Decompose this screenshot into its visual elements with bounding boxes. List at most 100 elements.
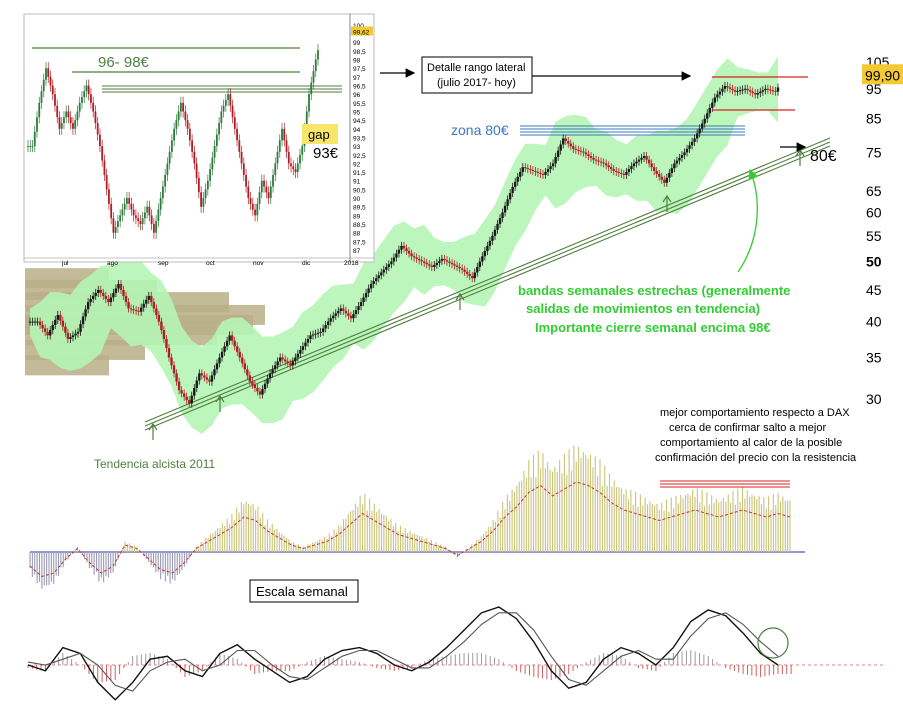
candle-body bbox=[155, 308, 158, 315]
rs-average bbox=[29, 481, 791, 578]
price-tick: 40 bbox=[866, 314, 882, 330]
inset-body bbox=[119, 215, 122, 222]
candle-body bbox=[508, 193, 512, 200]
inset-price-tick: 89 bbox=[353, 213, 361, 220]
inset-body bbox=[94, 111, 97, 124]
inset-body bbox=[146, 206, 149, 213]
candle-body bbox=[695, 133, 699, 139]
inset-price-tick: 92 bbox=[353, 161, 361, 168]
zona-label: zona 80€ bbox=[451, 122, 509, 138]
inset-body bbox=[141, 218, 144, 225]
candle-body bbox=[390, 261, 393, 265]
candle-body bbox=[334, 313, 337, 316]
candle-body bbox=[579, 150, 583, 152]
candle-body bbox=[417, 258, 421, 261]
inset-price-tick: 88,5 bbox=[353, 222, 366, 229]
bands-line2: salidas de movimientos en tendencia) bbox=[526, 301, 760, 316]
candle-body bbox=[723, 85, 727, 89]
candle-body bbox=[428, 264, 431, 266]
inset-price-tick: 87,5 bbox=[353, 239, 366, 246]
inset-body bbox=[33, 131, 36, 147]
candle-body bbox=[364, 292, 368, 298]
candle-body bbox=[109, 297, 113, 303]
trend-label: Tendencia alcista 2011 bbox=[94, 457, 216, 471]
inset-body bbox=[258, 192, 261, 204]
inset-body bbox=[54, 94, 56, 106]
candle-body bbox=[680, 155, 684, 158]
inset-body bbox=[40, 91, 43, 103]
inset-time-tick: nov bbox=[253, 260, 264, 267]
inset-body bbox=[287, 151, 290, 164]
candle-body bbox=[99, 289, 102, 293]
candle-body bbox=[728, 87, 732, 89]
candle-body bbox=[774, 90, 777, 92]
inset-body bbox=[72, 123, 74, 129]
inset-body bbox=[211, 157, 214, 170]
candle-body bbox=[382, 269, 385, 273]
inset-body bbox=[179, 102, 182, 112]
candle-body bbox=[496, 223, 499, 230]
candle-body bbox=[324, 324, 327, 329]
candle-body bbox=[205, 377, 209, 380]
candle-body bbox=[89, 299, 92, 303]
inset-price-tick: 91,5 bbox=[353, 170, 366, 177]
candle-body bbox=[395, 253, 398, 258]
inset-current-bg bbox=[351, 26, 373, 36]
candle-body bbox=[54, 319, 57, 325]
detail-box-line2: (julio 2017- hoy) bbox=[437, 77, 516, 89]
inset-body bbox=[90, 94, 92, 103]
candle-body bbox=[147, 295, 150, 300]
candle-body bbox=[711, 102, 714, 108]
candle-body bbox=[344, 310, 348, 314]
price-tick: 45 bbox=[866, 282, 882, 298]
candle-body bbox=[253, 384, 257, 389]
candle-body bbox=[572, 146, 575, 149]
candle-body bbox=[716, 94, 719, 98]
inset-time-axis: jul ago sep oct nov dic 2018 bbox=[24, 257, 374, 267]
candle-body bbox=[339, 308, 343, 311]
candle-body bbox=[604, 163, 608, 166]
gap-highlight bbox=[302, 124, 338, 144]
inset-body bbox=[42, 79, 45, 92]
candle-body bbox=[420, 260, 423, 262]
candle-body bbox=[503, 205, 507, 213]
candle-body bbox=[228, 335, 231, 341]
inset-body bbox=[249, 198, 252, 204]
candle-body bbox=[430, 265, 433, 267]
candle-body bbox=[236, 346, 239, 352]
bands-line3: Importante cierre semanal encima 98€ bbox=[535, 320, 771, 335]
candle-body bbox=[402, 245, 406, 249]
inset-body bbox=[218, 123, 220, 135]
inset-body bbox=[269, 186, 272, 199]
candle-body bbox=[233, 340, 236, 347]
current-price: 99,90 bbox=[865, 67, 900, 83]
inset-body bbox=[292, 166, 295, 170]
candle-body bbox=[668, 172, 671, 178]
inset-body bbox=[177, 111, 180, 121]
inset-price-tick: 90 bbox=[353, 196, 361, 203]
candle-body bbox=[177, 381, 181, 391]
inset-body bbox=[148, 206, 151, 216]
bands-line1: bandas semanales estrechas (generalmente bbox=[518, 283, 790, 298]
candle-body bbox=[726, 85, 729, 88]
candle-body bbox=[592, 157, 595, 160]
candle-body bbox=[440, 258, 444, 261]
candle-body bbox=[642, 156, 646, 158]
detail-box bbox=[421, 56, 533, 94]
zona-80-lines bbox=[520, 125, 745, 136]
inset-body bbox=[130, 203, 133, 210]
candle-body bbox=[182, 393, 186, 397]
inset-body bbox=[299, 154, 301, 164]
candle-body bbox=[352, 314, 355, 319]
candle-body bbox=[162, 330, 166, 339]
candle-body bbox=[486, 245, 489, 251]
candle-body bbox=[478, 261, 482, 267]
candle-body bbox=[769, 89, 772, 91]
candle-body bbox=[622, 173, 626, 175]
inset-body bbox=[126, 198, 128, 204]
candle-body bbox=[49, 330, 52, 336]
inset-time-tick: jul bbox=[61, 260, 69, 267]
candle-body bbox=[97, 289, 100, 293]
inset-price-tick: 97,5 bbox=[353, 66, 366, 73]
candle-body bbox=[213, 369, 216, 376]
